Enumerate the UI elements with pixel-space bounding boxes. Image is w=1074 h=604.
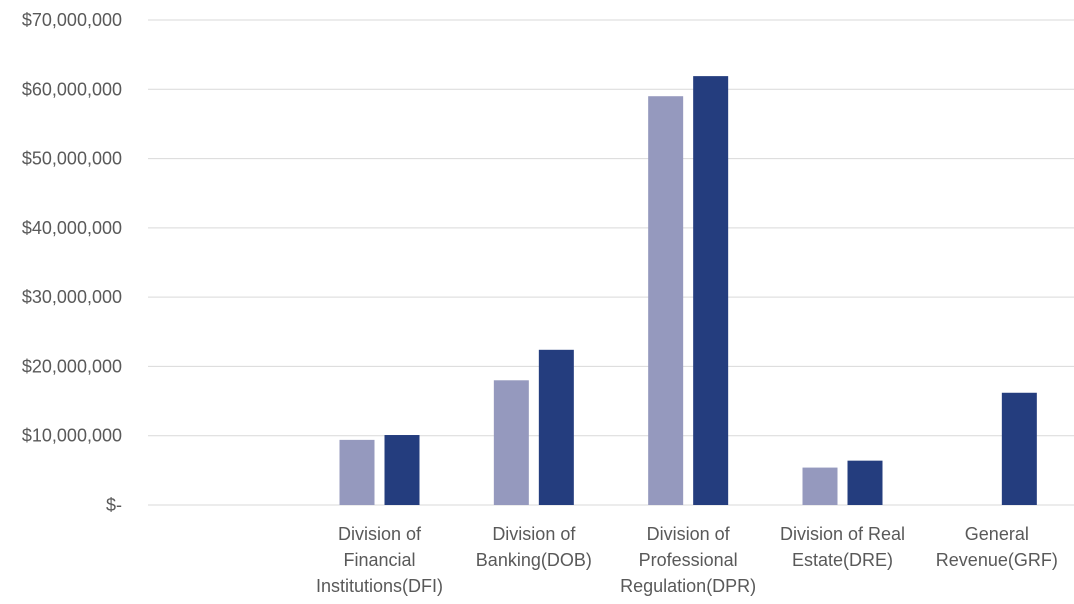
y-tick-label: $20,000,000	[22, 356, 122, 376]
gridlines	[148, 19, 1074, 506]
category-label-line: Division of Real	[780, 524, 905, 544]
y-tick-label: $40,000,000	[22, 218, 122, 238]
y-axis-tick-labels: $- $10,000,000 $20,000,000 $30,000,000 $40,0…	[22, 10, 122, 515]
category-label-line: Division of	[492, 524, 576, 544]
category-label: Division of Financial Institutions(DFI)	[316, 524, 443, 596]
bar	[493, 380, 529, 505]
bar	[802, 467, 838, 505]
category-label-line: Professional	[639, 550, 738, 570]
category-label-line: Division of	[647, 524, 731, 544]
bar	[1001, 392, 1037, 505]
bar	[538, 349, 574, 505]
bar	[693, 76, 729, 505]
y-tick-label: $60,000,000	[22, 79, 122, 99]
category-label-line: Regulation(DPR)	[620, 576, 756, 596]
category-label-line: Institutions(DFI)	[316, 576, 443, 596]
category-label-line: Division of	[338, 524, 422, 544]
category-label-line: Revenue(GRF)	[936, 550, 1058, 570]
y-tick-label: $50,000,000	[22, 149, 122, 169]
bar	[384, 435, 420, 505]
bar	[847, 460, 883, 505]
y-tick-label: $-	[106, 495, 122, 515]
y-tick-label: $10,000,000	[22, 426, 122, 446]
category-label-line: Financial	[343, 550, 415, 570]
category-label-line: Banking(DOB)	[476, 550, 592, 570]
category-label-line: Estate(DRE)	[792, 550, 893, 570]
bars	[339, 76, 1037, 505]
category-labels: Division of Financial Institutions(DFI)Div…	[316, 524, 1058, 596]
category-label-line: General	[965, 524, 1029, 544]
y-tick-label: $70,000,000	[22, 10, 122, 30]
category-label: Division of Real Estate(DRE)	[780, 524, 905, 570]
bar	[339, 439, 375, 505]
y-tick-label: $30,000,000	[22, 287, 122, 307]
category-label: Division of Professional Regulation(DPR)	[620, 524, 756, 596]
bar	[648, 96, 684, 505]
category-label: General Revenue(GRF)	[936, 524, 1058, 570]
category-label: Division of Banking(DOB)	[476, 524, 592, 570]
